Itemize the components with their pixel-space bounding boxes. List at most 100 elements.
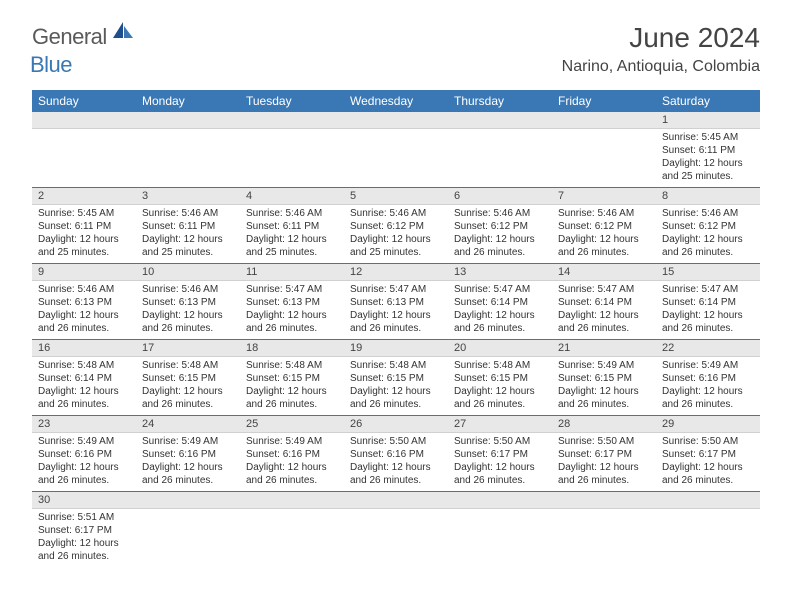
day-cell-num: 25 [240, 416, 344, 434]
calendar-table: SundayMondayTuesdayWednesdayThursdayFrid… [32, 90, 760, 567]
day-cell-content: Sunrise: 5:49 AMSunset: 6:16 PMDaylight:… [136, 433, 240, 492]
day-number: 20 [448, 340, 552, 357]
day-cell-content: Sunrise: 5:49 AMSunset: 6:16 PMDaylight:… [240, 433, 344, 492]
day-details: Sunrise: 5:48 AMSunset: 6:14 PMDaylight:… [32, 357, 136, 415]
day-cell-num: 6 [448, 188, 552, 206]
day-cell-content [552, 129, 656, 188]
day-details: Sunrise: 5:47 AMSunset: 6:13 PMDaylight:… [344, 281, 448, 339]
day-number: 28 [552, 416, 656, 433]
day-details: Sunrise: 5:46 AMSunset: 6:12 PMDaylight:… [552, 205, 656, 263]
day-number: 6 [448, 188, 552, 205]
day-cell-content: Sunrise: 5:47 AMSunset: 6:14 PMDaylight:… [448, 281, 552, 340]
calendar-body: 1Sunrise: 5:45 AMSunset: 6:11 PMDaylight… [32, 112, 760, 567]
day-number [136, 492, 240, 509]
day-cell-content: Sunrise: 5:46 AMSunset: 6:13 PMDaylight:… [136, 281, 240, 340]
day-number [240, 492, 344, 509]
day-number: 1 [656, 112, 760, 129]
day-header: Sunday [32, 90, 136, 112]
week-content-row: Sunrise: 5:45 AMSunset: 6:11 PMDaylight:… [32, 205, 760, 264]
day-details: Sunrise: 5:47 AMSunset: 6:13 PMDaylight:… [240, 281, 344, 339]
day-number [344, 112, 448, 129]
day-cell-content: Sunrise: 5:49 AMSunset: 6:15 PMDaylight:… [552, 357, 656, 416]
day-cell-num [240, 492, 344, 510]
day-cell-num [448, 492, 552, 510]
day-cell-content [552, 509, 656, 567]
day-cell-content: Sunrise: 5:51 AMSunset: 6:17 PMDaylight:… [32, 509, 136, 567]
week-content-row: Sunrise: 5:45 AMSunset: 6:11 PMDaylight:… [32, 129, 760, 188]
day-cell-num: 9 [32, 264, 136, 282]
week-daynum-row: 2345678 [32, 188, 760, 206]
day-cell-num: 11 [240, 264, 344, 282]
day-cell-num: 20 [448, 340, 552, 358]
day-cell-num [136, 112, 240, 129]
day-number: 11 [240, 264, 344, 281]
day-cell-num: 18 [240, 340, 344, 358]
day-number: 14 [552, 264, 656, 281]
day-number: 7 [552, 188, 656, 205]
day-details: Sunrise: 5:50 AMSunset: 6:17 PMDaylight:… [656, 433, 760, 491]
day-details: Sunrise: 5:49 AMSunset: 6:16 PMDaylight:… [240, 433, 344, 491]
day-cell-num: 12 [344, 264, 448, 282]
day-cell-num: 19 [344, 340, 448, 358]
logo-text-general: General [32, 24, 107, 50]
day-number: 26 [344, 416, 448, 433]
day-details: Sunrise: 5:49 AMSunset: 6:16 PMDaylight:… [656, 357, 760, 415]
day-header: Saturday [656, 90, 760, 112]
day-details: Sunrise: 5:45 AMSunset: 6:11 PMDaylight:… [656, 129, 760, 187]
day-cell-num [32, 112, 136, 129]
day-details: Sunrise: 5:50 AMSunset: 6:17 PMDaylight:… [448, 433, 552, 491]
day-cell-content: Sunrise: 5:46 AMSunset: 6:11 PMDaylight:… [240, 205, 344, 264]
logo: General [32, 22, 139, 51]
day-details: Sunrise: 5:46 AMSunset: 6:11 PMDaylight:… [240, 205, 344, 263]
day-cell-num: 2 [32, 188, 136, 206]
day-cell-content: Sunrise: 5:50 AMSunset: 6:16 PMDaylight:… [344, 433, 448, 492]
day-number: 4 [240, 188, 344, 205]
day-cell-num: 23 [32, 416, 136, 434]
day-details: Sunrise: 5:48 AMSunset: 6:15 PMDaylight:… [136, 357, 240, 415]
day-number: 19 [344, 340, 448, 357]
location-text: Narino, Antioquia, Colombia [562, 58, 760, 76]
title-block: June 2024 Narino, Antioquia, Colombia [562, 22, 760, 76]
day-cell-content: Sunrise: 5:47 AMSunset: 6:13 PMDaylight:… [240, 281, 344, 340]
day-number: 21 [552, 340, 656, 357]
day-cell-num: 4 [240, 188, 344, 206]
day-cell-content: Sunrise: 5:46 AMSunset: 6:12 PMDaylight:… [552, 205, 656, 264]
page-header: General June 2024 Narino, Antioquia, Col… [0, 0, 792, 84]
day-details: Sunrise: 5:47 AMSunset: 6:14 PMDaylight:… [552, 281, 656, 339]
day-number [344, 492, 448, 509]
day-cell-content: Sunrise: 5:48 AMSunset: 6:14 PMDaylight:… [32, 357, 136, 416]
day-cell-num: 30 [32, 492, 136, 510]
week-content-row: Sunrise: 5:49 AMSunset: 6:16 PMDaylight:… [32, 433, 760, 492]
day-number: 3 [136, 188, 240, 205]
day-header: Monday [136, 90, 240, 112]
day-cell-content [448, 509, 552, 567]
day-number: 9 [32, 264, 136, 281]
day-cell-num: 27 [448, 416, 552, 434]
day-cell-content: Sunrise: 5:50 AMSunset: 6:17 PMDaylight:… [448, 433, 552, 492]
day-cell-content: Sunrise: 5:46 AMSunset: 6:13 PMDaylight:… [32, 281, 136, 340]
day-cell-content: Sunrise: 5:48 AMSunset: 6:15 PMDaylight:… [448, 357, 552, 416]
day-cell-num [240, 112, 344, 129]
day-header: Tuesday [240, 90, 344, 112]
day-details: Sunrise: 5:47 AMSunset: 6:14 PMDaylight:… [448, 281, 552, 339]
day-cell-content: Sunrise: 5:46 AMSunset: 6:12 PMDaylight:… [448, 205, 552, 264]
day-cell-num: 22 [656, 340, 760, 358]
day-details: Sunrise: 5:50 AMSunset: 6:16 PMDaylight:… [344, 433, 448, 491]
day-details: Sunrise: 5:48 AMSunset: 6:15 PMDaylight:… [448, 357, 552, 415]
day-number: 22 [656, 340, 760, 357]
day-cell-content: Sunrise: 5:46 AMSunset: 6:11 PMDaylight:… [136, 205, 240, 264]
day-cell-num [552, 112, 656, 129]
day-cell-num: 10 [136, 264, 240, 282]
day-cell-num: 3 [136, 188, 240, 206]
day-number: 13 [448, 264, 552, 281]
day-details [448, 509, 552, 561]
day-header-row: SundayMondayTuesdayWednesdayThursdayFrid… [32, 90, 760, 112]
day-details: Sunrise: 5:48 AMSunset: 6:15 PMDaylight:… [344, 357, 448, 415]
day-cell-content [32, 129, 136, 188]
day-cell-content: Sunrise: 5:47 AMSunset: 6:13 PMDaylight:… [344, 281, 448, 340]
day-cell-content: Sunrise: 5:48 AMSunset: 6:15 PMDaylight:… [344, 357, 448, 416]
day-cell-content: Sunrise: 5:47 AMSunset: 6:14 PMDaylight:… [656, 281, 760, 340]
day-cell-content [344, 509, 448, 567]
day-header: Thursday [448, 90, 552, 112]
day-header: Wednesday [344, 90, 448, 112]
